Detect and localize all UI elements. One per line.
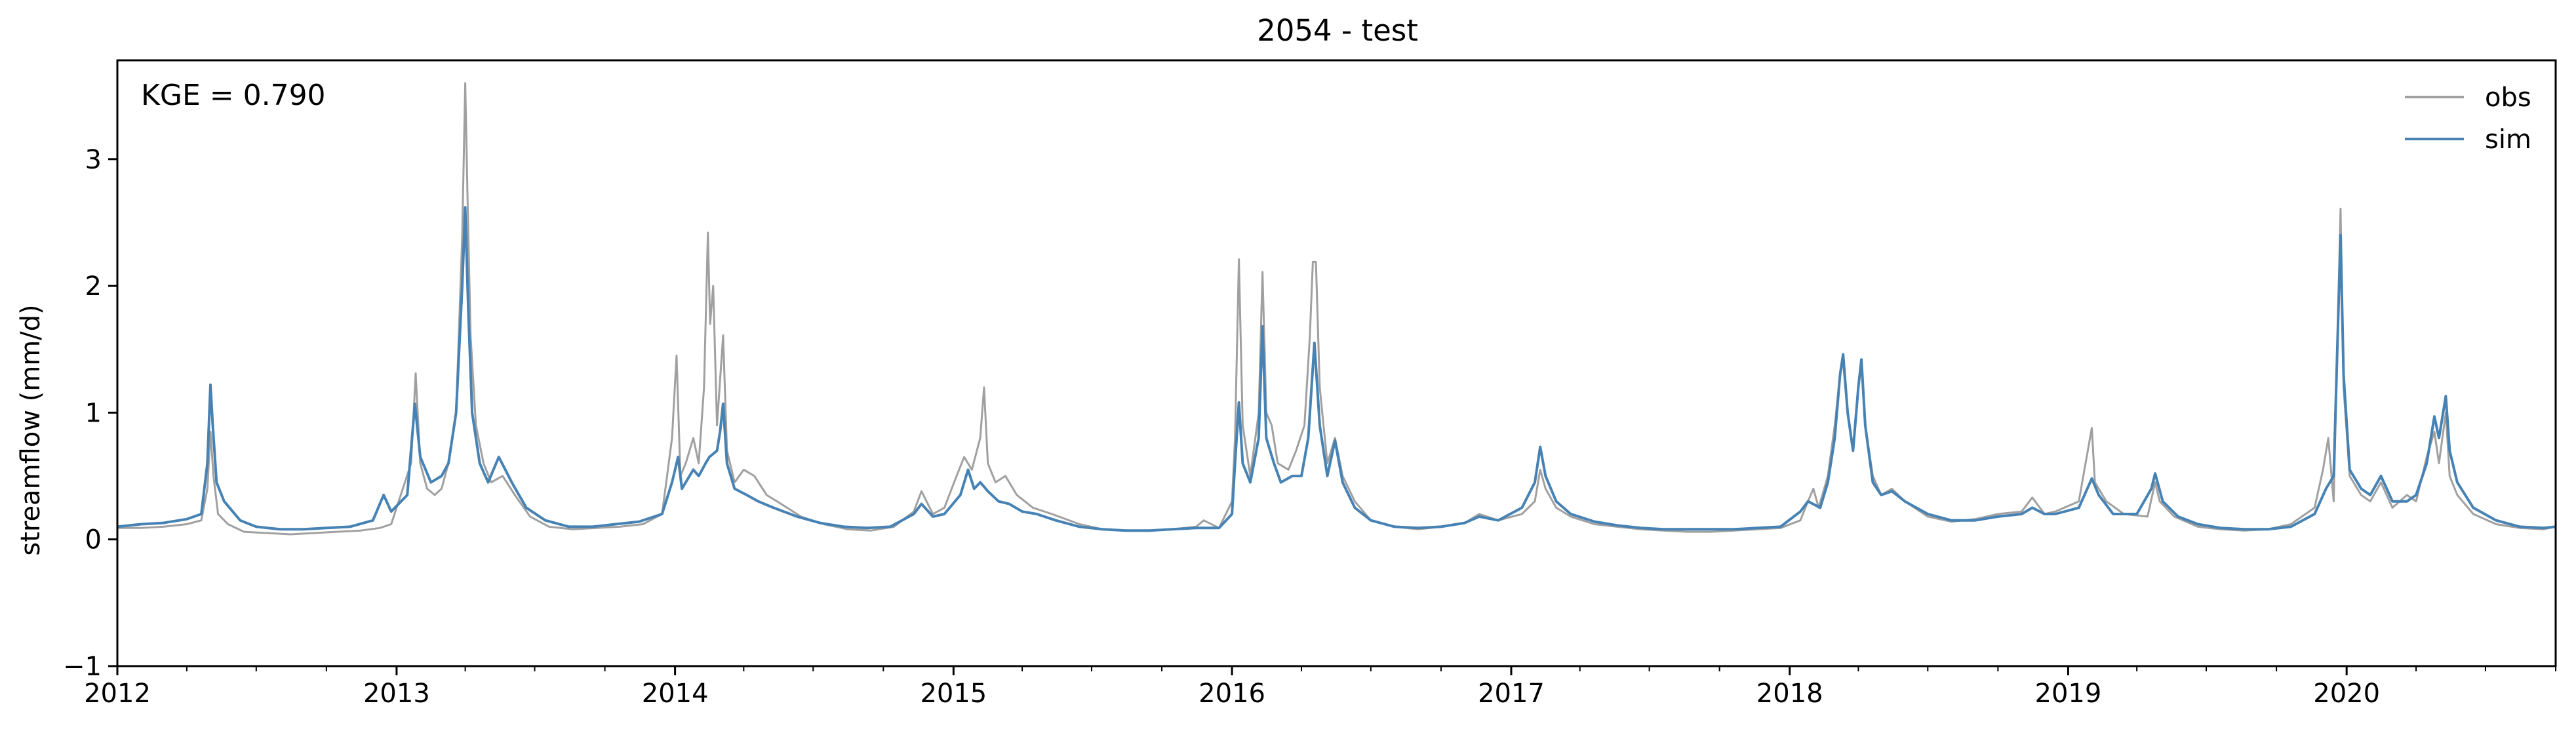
x-tick-label: 2016: [1199, 679, 1265, 709]
x-tick-label: 2012: [84, 679, 151, 709]
y-axis-label: streamflow (mm/d): [16, 304, 46, 555]
x-tick-label: 2014: [642, 679, 709, 709]
series-line-sim: [117, 206, 2556, 532]
x-tick-label: 2020: [2313, 679, 2380, 709]
y-tick-label: 2: [85, 271, 102, 302]
y-tick-label: −1: [63, 652, 102, 682]
x-tick-label: 2015: [920, 679, 987, 709]
plot-frame: [116, 59, 2557, 667]
x-tick-label: 2018: [1756, 679, 1823, 709]
legend-sim-label: sim: [2485, 125, 2531, 155]
x-tick-label: 2017: [1478, 679, 1545, 709]
kge-annotation: KGE = 0.790: [141, 79, 326, 112]
x-axis-ticks: 2012 2013 2014 2015 2016 2017 2018 2019 2020: [84, 666, 2556, 709]
y-tick-label: 3: [85, 145, 102, 175]
x-tick-label: 2013: [363, 679, 430, 709]
series-line-obs: [117, 82, 2556, 536]
legend: obs sim: [2405, 83, 2531, 155]
legend-obs-label: obs: [2485, 83, 2531, 113]
y-tick-label: 1: [85, 398, 102, 428]
chart-title: 2054 - test: [1257, 13, 1418, 48]
y-axis-ticks: −1 0 1 2 3: [63, 145, 117, 682]
y-tick-label: 0: [85, 525, 102, 555]
series-layer: [117, 82, 2556, 536]
x-tick-label: 2019: [2035, 679, 2102, 709]
